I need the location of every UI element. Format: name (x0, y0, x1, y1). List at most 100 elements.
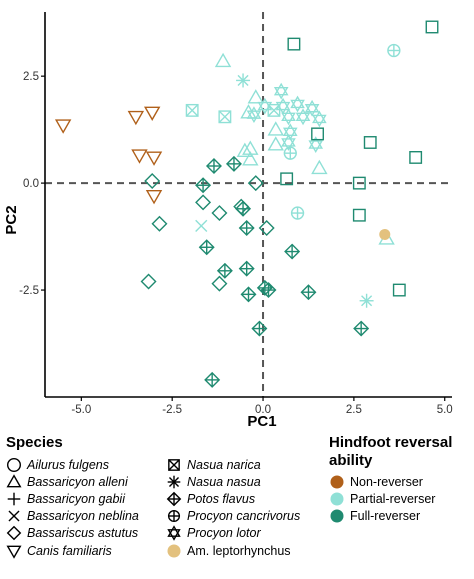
species-symbol-icon (8, 510, 20, 522)
species-legend-item: Bassaricyon alleni (6, 473, 166, 490)
data-point (280, 172, 294, 186)
data-point (283, 146, 297, 160)
data-point (225, 155, 242, 172)
hindfoot-legend-item: Full-reverser (329, 507, 471, 524)
y-tick-label: -2.5 (19, 285, 39, 297)
species-legend-item: Bassariscus astutus (6, 525, 166, 542)
data-point (290, 95, 305, 113)
data-point (145, 189, 163, 205)
data-point (379, 228, 391, 240)
species-legend-label: Nasua narica (187, 457, 261, 472)
data-point (267, 136, 284, 151)
species-legend-label: Am. leptorhynchus (187, 543, 291, 558)
data-point (273, 82, 289, 100)
data-point (308, 136, 324, 154)
species-legend-item: Ailurus fulgens (6, 456, 166, 473)
data-point (251, 320, 268, 337)
species-legend-label: Potos flavus (187, 491, 256, 506)
data-point (236, 142, 254, 157)
data-point (247, 89, 264, 104)
color-swatch-icon (330, 492, 344, 506)
species-legend-item: Potos flavus (166, 490, 336, 507)
data-point (236, 73, 251, 88)
species-symbol-icon (6, 457, 22, 472)
data-point (54, 119, 72, 134)
data-point (304, 99, 320, 117)
data-point (275, 97, 291, 115)
data-point (238, 220, 255, 237)
data-point (425, 20, 439, 34)
x-tick-label: 2.5 (346, 404, 362, 416)
points-layer (54, 20, 439, 388)
data-point (287, 37, 301, 51)
data-point (216, 262, 233, 279)
species-legend: Species Ailurus fulgens Bassaricyon allen… (6, 434, 336, 559)
data-point (198, 239, 215, 256)
data-point (205, 158, 222, 174)
x-tick-label: 0.0 (255, 404, 271, 416)
data-point (247, 175, 264, 192)
species-symbol-icon (167, 475, 181, 489)
species-legend-label: Bassaricyon neblina (27, 509, 139, 524)
species-legend-label: Bassariscus astutus (27, 526, 139, 541)
data-point (352, 176, 366, 190)
species-symbol-icon (7, 492, 21, 506)
data-point (409, 151, 423, 164)
data-point (214, 52, 232, 68)
species-legend-title: Species (6, 434, 63, 451)
data-point (233, 198, 250, 215)
x-tick-label: 5.0 (437, 404, 453, 416)
species-legend-item: Bassaricyon gabii (6, 490, 166, 507)
data-point (151, 215, 168, 232)
species-legend-label: Ailurus fulgens (27, 457, 109, 472)
data-point (312, 110, 327, 128)
data-point (258, 220, 275, 237)
data-point (195, 194, 212, 211)
species-legend-item: Bassaricyon neblina (6, 508, 166, 525)
data-point (218, 110, 232, 124)
x-axis-label: PC1 (247, 413, 276, 430)
data-point (295, 108, 311, 126)
data-point (145, 151, 163, 166)
data-point (281, 134, 296, 151)
species-symbol-icon (167, 525, 181, 542)
data-point (140, 273, 157, 290)
data-point (204, 371, 221, 388)
species-legend-item: Procyon lotor (166, 525, 336, 542)
species-legend-label: Procyon lotor (187, 526, 261, 541)
hindfoot-legend-title: Hindfoot reversal ability (329, 434, 453, 469)
data-point (300, 284, 317, 301)
data-point (267, 121, 284, 136)
data-point (242, 151, 259, 166)
data-point (238, 260, 255, 277)
species-symbol-icon (168, 458, 180, 471)
data-point (211, 275, 228, 292)
scatter-plot: -5.0 -2.5 0.0 2.5 5.0 -2.5 0.0 2.5 PC1 PC2 (3, 12, 453, 430)
data-point (143, 106, 161, 121)
data-point (131, 149, 148, 164)
data-point (281, 108, 296, 126)
data-point (260, 282, 277, 299)
data-point (195, 177, 212, 194)
data-point (242, 140, 259, 155)
data-point (311, 127, 324, 141)
species-legend-label: Canis familiaris (27, 543, 112, 558)
data-point (240, 104, 257, 119)
species-symbol-icon (167, 544, 181, 558)
species-symbol-icon (6, 545, 22, 559)
data-point (290, 206, 305, 220)
data-point (240, 286, 257, 303)
x-tick-label: -5.0 (71, 404, 91, 416)
y-tick-label: 0.0 (23, 178, 39, 190)
data-point (127, 110, 145, 126)
hindfoot-legend-label: Partial-reverser (350, 491, 436, 506)
species-symbol-icon (167, 510, 181, 523)
data-point (311, 159, 328, 175)
hindfoot-legend-label: Full-reverser (350, 508, 421, 523)
y-axis-label: PC2 (3, 205, 20, 234)
color-swatch-icon (330, 509, 344, 523)
hindfoot-legend-item: Non-reverser (329, 473, 471, 490)
species-symbol-icon (6, 526, 22, 541)
species-legend-item: Am. leptorhynchus (166, 542, 336, 559)
y-tick-label: 2.5 (23, 71, 39, 83)
